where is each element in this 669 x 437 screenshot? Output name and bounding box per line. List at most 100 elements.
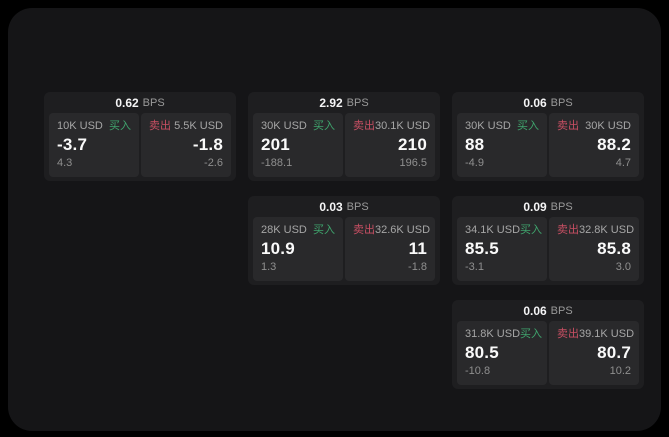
buy-side-label: 买入 bbox=[517, 120, 539, 132]
bps-card: 0.06 BPS 31.8K USD 买入 80.5 -10.8 卖出 39.1… bbox=[452, 300, 644, 389]
buy-amount-label: 31.8K USD bbox=[465, 328, 521, 340]
sell-side-label: 卖出 bbox=[353, 120, 375, 132]
buy-quote-panel[interactable]: 28K USD 买入 10.9 1.3 bbox=[253, 217, 343, 281]
card-header: 0.62 BPS bbox=[44, 92, 236, 113]
bps-unit-label: BPS bbox=[142, 96, 165, 109]
sell-quote-panel[interactable]: 卖出 39.1K USD 80.7 10.2 bbox=[549, 321, 639, 385]
bps-value: 0.06 bbox=[523, 95, 547, 110]
buy-price-value: 85.5 bbox=[465, 239, 499, 258]
card-body: 34.1K USD 买入 85.5 -3.1 卖出 32.8K USD 85.8… bbox=[452, 217, 644, 285]
sell-amount-label: 32.8K USD bbox=[579, 224, 635, 236]
sell-side-label: 卖出 bbox=[353, 224, 375, 236]
bps-card: 0.06 BPS 30K USD 买入 88 -4.9 卖出 30K USD 8… bbox=[452, 92, 644, 181]
card-header: 0.06 BPS bbox=[452, 92, 644, 113]
bps-unit-label: BPS bbox=[550, 304, 573, 317]
sell-panel-top: 卖出 30.1K USD bbox=[353, 119, 431, 133]
card-body: 28K USD 买入 10.9 1.3 卖出 32.6K USD 11 -1.8 bbox=[248, 217, 440, 285]
buy-panel-top: 34.1K USD 买入 bbox=[465, 223, 543, 237]
card-header: 2.92 BPS bbox=[248, 92, 440, 113]
sell-price-value: 88.2 bbox=[597, 135, 631, 154]
buy-quote-panel[interactable]: 10K USD 买入 -3.7 4.3 bbox=[49, 113, 139, 177]
bps-value: 2.92 bbox=[319, 95, 343, 110]
buy-price-value: 88 bbox=[465, 135, 485, 154]
buy-sub-value: 1.3 bbox=[261, 261, 277, 273]
buy-price-value: -3.7 bbox=[57, 135, 88, 154]
sell-sub-value: -2.6 bbox=[204, 157, 223, 169]
buy-quote-panel[interactable]: 30K USD 买入 88 -4.9 bbox=[457, 113, 547, 177]
sell-panel-top: 卖出 39.1K USD bbox=[557, 327, 635, 341]
bps-unit-label: BPS bbox=[550, 96, 573, 109]
buy-panel-top: 30K USD 买入 bbox=[465, 119, 539, 133]
bps-value: 0.03 bbox=[319, 199, 343, 214]
sell-quote-panel[interactable]: 卖出 5.5K USD -1.8 -2.6 bbox=[141, 113, 231, 177]
sell-quote-panel[interactable]: 卖出 30K USD 88.2 4.7 bbox=[549, 113, 639, 177]
sell-sub-value: 196.5 bbox=[399, 157, 427, 169]
sell-amount-label: 5.5K USD bbox=[174, 120, 223, 132]
buy-panel-top: 28K USD 买入 bbox=[261, 223, 335, 237]
buy-sub-value: -3.1 bbox=[465, 261, 484, 273]
sell-sub-value: 10.2 bbox=[609, 365, 631, 377]
sell-side-label: 卖出 bbox=[557, 328, 579, 340]
card-body: 31.8K USD 买入 80.5 -10.8 卖出 39.1K USD 80.… bbox=[452, 321, 644, 389]
sell-quote-panel[interactable]: 卖出 32.6K USD 11 -1.8 bbox=[345, 217, 435, 281]
buy-quote-panel[interactable]: 34.1K USD 买入 85.5 -3.1 bbox=[457, 217, 547, 281]
buy-side-label: 买入 bbox=[520, 224, 543, 236]
bps-value: 0.09 bbox=[523, 199, 547, 214]
buy-sub-value: -4.9 bbox=[465, 157, 484, 169]
buy-sub-value: 4.3 bbox=[57, 157, 73, 169]
bps-unit-label: BPS bbox=[550, 200, 573, 213]
sell-panel-top: 卖出 32.6K USD bbox=[353, 223, 431, 237]
sell-price-value: -1.8 bbox=[192, 135, 223, 154]
cards-grid: 0.62 BPS 10K USD 买入 -3.7 4.3 卖出 5.5K USD… bbox=[44, 92, 644, 389]
bps-card: 2.92 BPS 30K USD 买入 201 -188.1 卖出 30.1K … bbox=[248, 92, 440, 181]
buy-side-label: 买入 bbox=[520, 328, 543, 340]
app-window: 0.62 BPS 10K USD 买入 -3.7 4.3 卖出 5.5K USD… bbox=[8, 8, 661, 431]
sell-panel-top: 卖出 5.5K USD bbox=[149, 119, 223, 133]
buy-price-value: 80.5 bbox=[465, 343, 499, 362]
sell-amount-label: 32.6K USD bbox=[375, 224, 431, 236]
sell-sub-value: -1.8 bbox=[408, 261, 427, 273]
sell-price-value: 85.8 bbox=[597, 239, 631, 258]
card-header: 0.03 BPS bbox=[248, 196, 440, 217]
bps-card: 0.09 BPS 34.1K USD 买入 85.5 -3.1 卖出 32.8K… bbox=[452, 196, 644, 285]
sell-side-label: 卖出 bbox=[557, 120, 579, 132]
bps-card: 0.62 BPS 10K USD 买入 -3.7 4.3 卖出 5.5K USD… bbox=[44, 92, 236, 181]
buy-quote-panel[interactable]: 31.8K USD 买入 80.5 -10.8 bbox=[457, 321, 547, 385]
buy-amount-label: 10K USD bbox=[57, 120, 103, 132]
sell-panel-top: 卖出 32.8K USD bbox=[557, 223, 635, 237]
buy-price-value: 10.9 bbox=[261, 239, 295, 258]
card-body: 10K USD 买入 -3.7 4.3 卖出 5.5K USD -1.8 -2.… bbox=[44, 113, 236, 181]
sell-amount-label: 30.1K USD bbox=[375, 120, 431, 132]
card-header: 0.06 BPS bbox=[452, 300, 644, 321]
buy-sub-value: -10.8 bbox=[465, 365, 491, 377]
card-header: 0.09 BPS bbox=[452, 196, 644, 217]
buy-side-label: 买入 bbox=[313, 120, 335, 132]
buy-side-label: 买入 bbox=[313, 224, 335, 236]
card-body: 30K USD 买入 88 -4.9 卖出 30K USD 88.2 4.7 bbox=[452, 113, 644, 181]
buy-panel-top: 31.8K USD 买入 bbox=[465, 327, 543, 341]
buy-panel-top: 10K USD 买入 bbox=[57, 119, 131, 133]
sell-price-value: 11 bbox=[408, 239, 427, 258]
buy-price-value: 201 bbox=[261, 135, 290, 154]
sell-panel-top: 卖出 30K USD bbox=[557, 119, 631, 133]
buy-amount-label: 30K USD bbox=[465, 120, 511, 132]
buy-quote-panel[interactable]: 30K USD 买入 201 -188.1 bbox=[253, 113, 343, 177]
bps-unit-label: BPS bbox=[346, 96, 369, 109]
bps-value: 0.62 bbox=[115, 95, 139, 110]
sell-side-label: 卖出 bbox=[149, 120, 171, 132]
sell-amount-label: 39.1K USD bbox=[579, 328, 635, 340]
sell-side-label: 卖出 bbox=[557, 224, 579, 236]
sell-price-value: 210 bbox=[398, 135, 427, 154]
bps-card: 0.03 BPS 28K USD 买入 10.9 1.3 卖出 32.6K US… bbox=[248, 196, 440, 285]
buy-panel-top: 30K USD 买入 bbox=[261, 119, 335, 133]
buy-sub-value: -188.1 bbox=[261, 157, 293, 169]
sell-sub-value: 4.7 bbox=[615, 157, 631, 169]
buy-amount-label: 34.1K USD bbox=[465, 224, 521, 236]
sell-sub-value: 3.0 bbox=[615, 261, 631, 273]
bps-value: 0.06 bbox=[523, 303, 547, 318]
sell-amount-label: 30K USD bbox=[585, 120, 631, 132]
card-body: 30K USD 买入 201 -188.1 卖出 30.1K USD 210 1… bbox=[248, 113, 440, 181]
buy-amount-label: 28K USD bbox=[261, 224, 307, 236]
sell-quote-panel[interactable]: 卖出 30.1K USD 210 196.5 bbox=[345, 113, 435, 177]
sell-quote-panel[interactable]: 卖出 32.8K USD 85.8 3.0 bbox=[549, 217, 639, 281]
